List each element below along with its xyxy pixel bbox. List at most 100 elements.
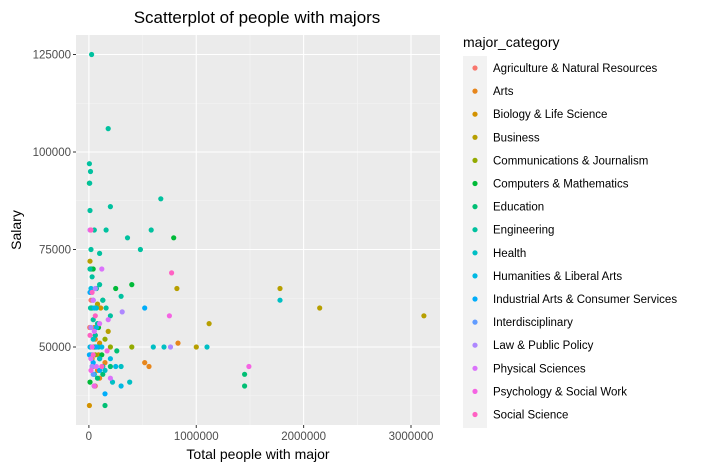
legend-item: Health xyxy=(472,248,526,260)
legend-item: Law & Public Policy xyxy=(472,340,594,352)
data-point xyxy=(129,344,135,350)
legend-label: Communications & Journalism xyxy=(493,155,648,167)
data-point xyxy=(100,297,106,303)
data-point xyxy=(119,309,125,315)
data-point xyxy=(99,363,105,370)
data-point xyxy=(89,363,95,370)
legend-item: Business xyxy=(472,132,540,144)
data-point xyxy=(161,344,167,350)
data-point xyxy=(150,344,156,350)
y-tick-label: 50000 xyxy=(39,342,71,354)
grid-minor xyxy=(76,35,440,425)
data-point xyxy=(91,328,97,334)
legend: major_category Agriculture & Natural Res… xyxy=(463,34,677,428)
data-point xyxy=(107,204,113,210)
legend-label: Agriculture & Natural Resources xyxy=(493,63,658,75)
legend-label: Arts xyxy=(493,86,514,98)
data-point xyxy=(97,356,103,362)
data-point xyxy=(90,360,96,366)
data-point xyxy=(87,207,93,214)
data-point xyxy=(204,344,210,350)
legend-key xyxy=(472,342,478,348)
data-point xyxy=(246,363,252,370)
legend-item: Computers & Mathematics xyxy=(472,179,629,191)
data-point xyxy=(94,375,101,381)
data-point xyxy=(97,340,103,346)
data-point xyxy=(99,344,105,350)
legend-item: Arts xyxy=(472,86,514,98)
data-point xyxy=(146,363,152,370)
data-point xyxy=(89,274,95,280)
data-point xyxy=(98,305,104,311)
legend-key xyxy=(472,319,478,325)
data-point xyxy=(93,363,99,370)
legend-key xyxy=(472,250,478,256)
data-point xyxy=(87,258,93,264)
legend-item: Communications & Journalism xyxy=(472,155,648,167)
data-point xyxy=(124,235,131,241)
data-point xyxy=(97,321,103,327)
data-point xyxy=(102,360,108,366)
data-point xyxy=(118,363,124,370)
y-tick-label: 100000 xyxy=(33,147,71,159)
data-point xyxy=(103,227,109,233)
legend-label: Biology & Life Science xyxy=(493,109,607,121)
legend-key xyxy=(472,204,478,210)
y-tick-label: 75000 xyxy=(39,245,71,257)
legend-key xyxy=(472,411,478,418)
data-point xyxy=(86,402,92,409)
data-point xyxy=(277,285,283,292)
legend-label: Computers & Mathematics xyxy=(493,179,629,191)
legend-label: Physical Sciences xyxy=(493,363,586,375)
legend-item: Education xyxy=(472,202,544,214)
data-point xyxy=(97,367,103,373)
data-point xyxy=(114,348,120,354)
data-point xyxy=(86,352,92,358)
legend-title: major_category xyxy=(463,34,560,50)
data-point xyxy=(92,313,98,319)
legend-label: Social Science xyxy=(493,410,568,422)
data-point xyxy=(88,285,94,292)
data-point xyxy=(90,336,96,342)
y-axis-title: Salary xyxy=(8,210,24,250)
data-point xyxy=(102,391,108,397)
legend-key xyxy=(472,296,478,302)
legend-label: Psychology & Social Work xyxy=(493,386,627,398)
legend-key xyxy=(472,388,478,394)
data-point xyxy=(87,332,93,338)
y-axis-ticks: 50000 75000 100000 125000 xyxy=(33,50,76,354)
data-point xyxy=(277,297,283,303)
data-point xyxy=(175,340,181,346)
data-point xyxy=(118,383,124,389)
data-point xyxy=(88,227,94,233)
data-point xyxy=(193,344,199,350)
legend-item: Humanities & Liberal Arts xyxy=(472,271,622,283)
data-point xyxy=(206,321,212,327)
data-point xyxy=(171,235,177,241)
data-point xyxy=(166,313,172,319)
legend-item: Agriculture & Natural Resources xyxy=(472,63,658,75)
legend-label: Law & Public Policy xyxy=(493,340,594,352)
data-point xyxy=(90,352,96,358)
data-point xyxy=(88,356,94,362)
data-point xyxy=(89,51,95,58)
legend-item: Physical Sciences xyxy=(472,363,586,375)
data-point xyxy=(104,348,110,354)
legend-key xyxy=(472,88,478,94)
data-point xyxy=(118,293,124,299)
data-point xyxy=(102,367,108,373)
data-point xyxy=(99,266,105,272)
grid-major xyxy=(76,35,440,425)
x-axis-title: Total people with major xyxy=(186,446,330,462)
data-point xyxy=(88,324,94,331)
data-point xyxy=(87,168,94,175)
data-point xyxy=(129,282,135,288)
data-point xyxy=(105,126,111,132)
data-point xyxy=(88,367,94,373)
legend-item: Biology & Life Science xyxy=(472,109,607,121)
legend-label: Humanities & Liberal Arts xyxy=(493,271,622,283)
data-point xyxy=(148,227,154,233)
legend-key xyxy=(472,157,478,163)
data-point xyxy=(97,250,103,256)
